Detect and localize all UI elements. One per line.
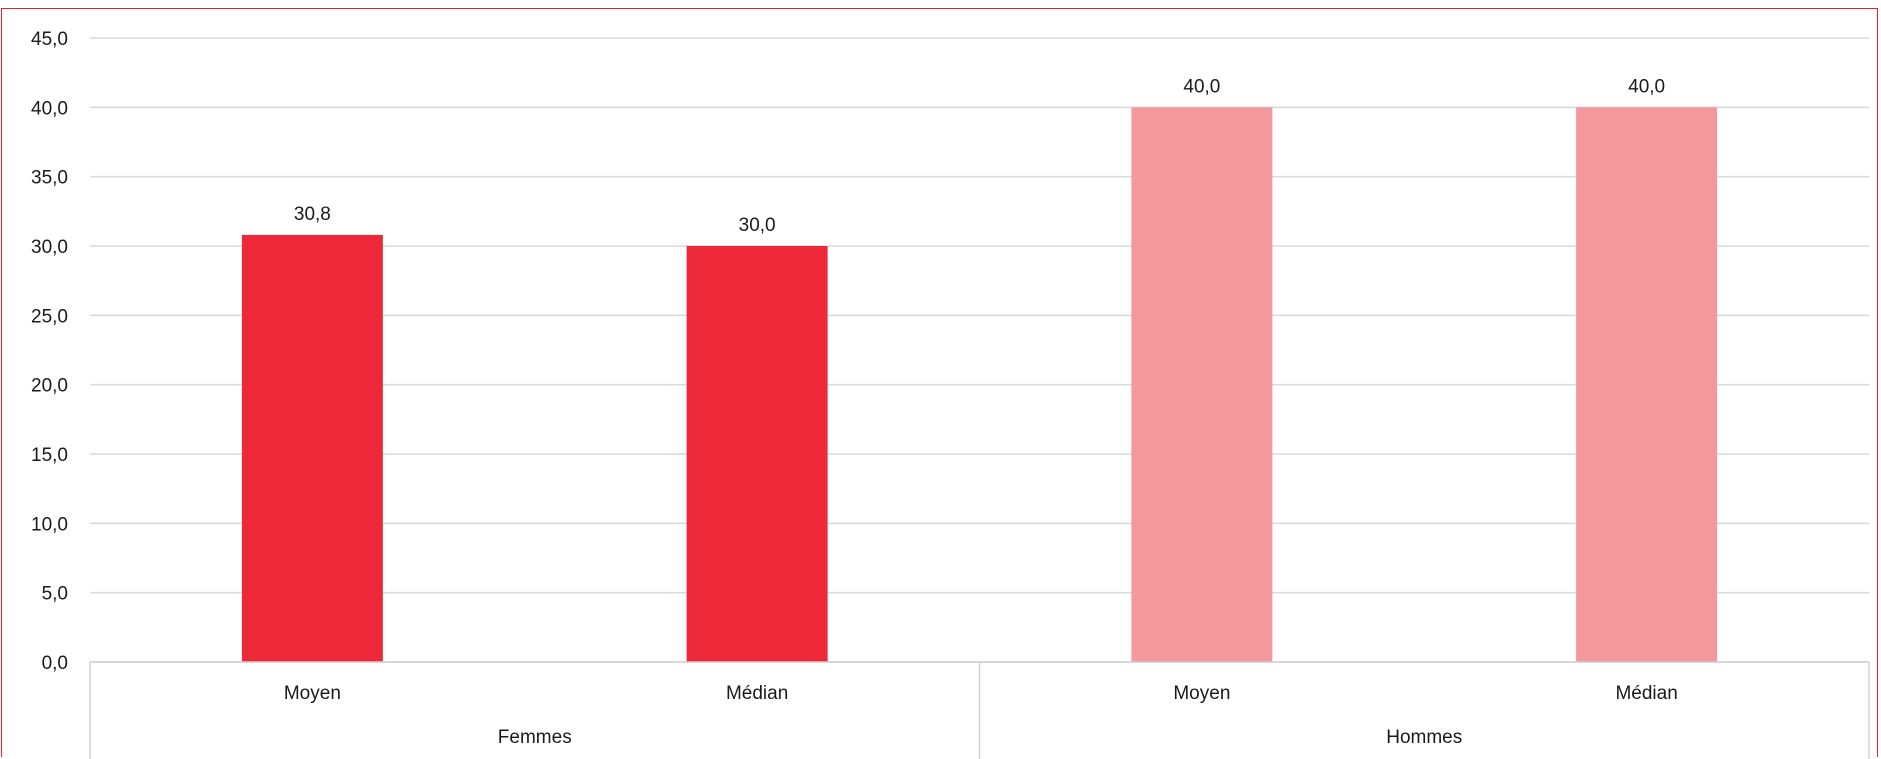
data-label: 30,0 <box>739 215 776 236</box>
y-tick-label: 20,0 <box>31 376 68 397</box>
y-tick-label: 25,0 <box>31 306 68 327</box>
y-tick-label: 45,0 <box>31 29 68 50</box>
bar <box>686 246 828 662</box>
data-label: 40,0 <box>1183 76 1220 97</box>
x-tick-label: Moyen <box>284 683 341 704</box>
y-tick-label: 15,0 <box>31 445 68 466</box>
x-tick-label: Médian <box>726 683 788 704</box>
x-tick-label: Médian <box>1615 683 1677 704</box>
y-tick-label: 30,0 <box>31 237 68 258</box>
bar <box>1131 107 1273 663</box>
bar <box>241 234 383 662</box>
y-tick-label: 5,0 <box>42 584 68 605</box>
data-label: 30,8 <box>294 204 331 225</box>
y-tick-label: 0,0 <box>42 653 68 674</box>
data-label: 40,0 <box>1628 76 1665 97</box>
bar <box>1576 107 1718 663</box>
y-tick-label: 10,0 <box>31 514 68 535</box>
x-tick-label: Moyen <box>1173 683 1230 704</box>
y-tick-label: 40,0 <box>31 98 68 119</box>
y-tick-label: 35,0 <box>31 168 68 189</box>
group-label: Femmes <box>498 727 572 748</box>
group-label: Hommes <box>1386 727 1462 748</box>
